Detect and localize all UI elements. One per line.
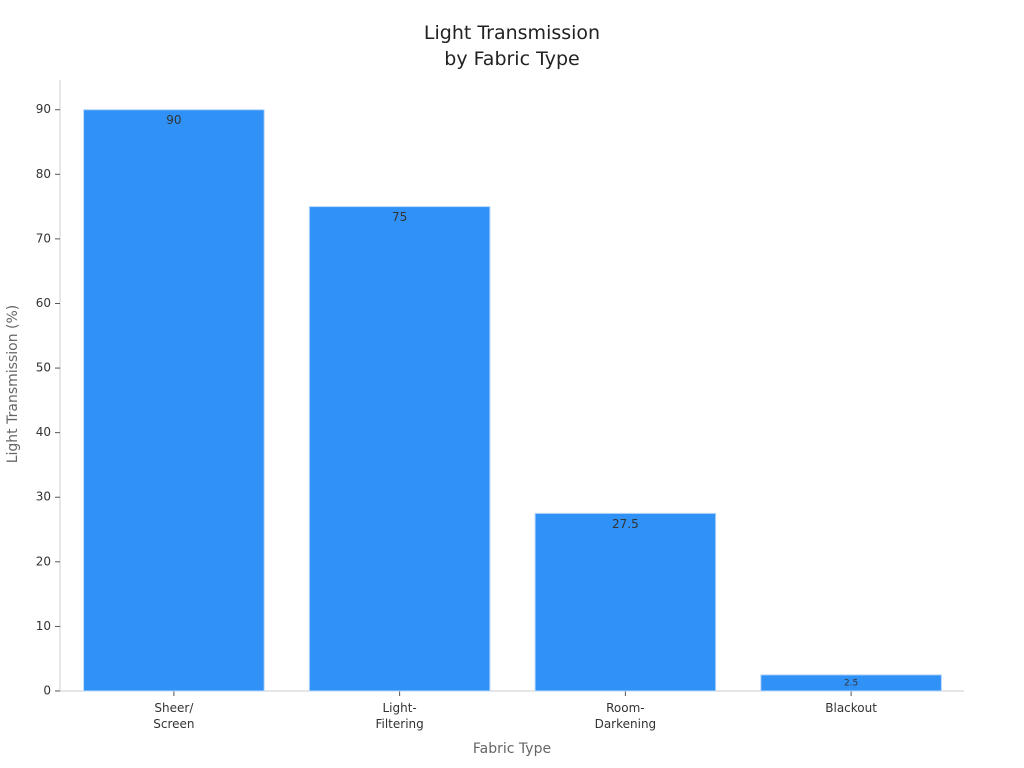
data-label: 75 xyxy=(392,210,407,224)
x-tick-label: Blackout xyxy=(825,701,877,715)
y-axis-label: Light Transmission (%) xyxy=(5,304,21,464)
x-tick-label: Sheer/ Screen xyxy=(153,701,195,731)
data-label: 27.5 xyxy=(612,517,639,531)
y-tick-label: 70 xyxy=(36,231,51,245)
y-tick-label: 0 xyxy=(43,684,51,698)
y-tick-label: 90 xyxy=(36,102,51,116)
x-tick-label: Light- Filtering xyxy=(375,701,424,731)
bar xyxy=(760,674,942,692)
data-label: 2.5 xyxy=(844,678,858,688)
y-tick-label: 80 xyxy=(36,167,51,181)
y-tick-label: 50 xyxy=(36,361,51,375)
y-tick-label: 10 xyxy=(36,619,51,633)
bar xyxy=(308,206,491,692)
y-tick-label: 60 xyxy=(36,296,51,310)
x-axis-label: Fabric Type xyxy=(472,741,552,757)
bar xyxy=(83,109,265,692)
y-tick-label: 30 xyxy=(36,490,51,504)
y-tick-label: 40 xyxy=(36,425,51,439)
x-tick-label: Room- Darkening xyxy=(594,701,657,731)
y-tick-label: 20 xyxy=(36,554,51,568)
bar xyxy=(534,512,717,692)
data-label: 90 xyxy=(166,113,181,127)
chart-title: Light Transmission by Fabric Type xyxy=(423,22,601,70)
